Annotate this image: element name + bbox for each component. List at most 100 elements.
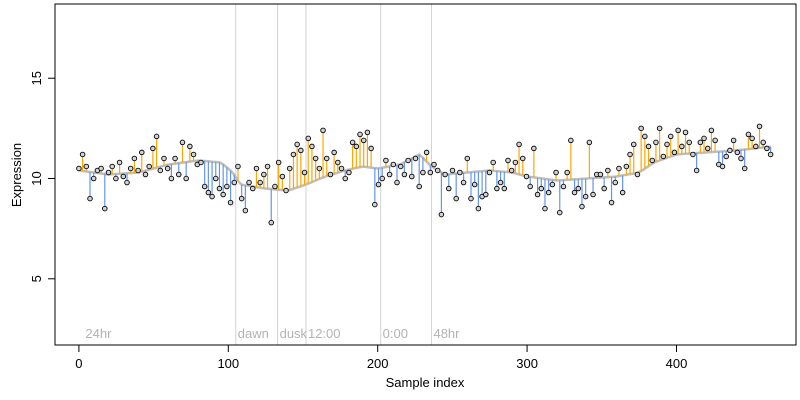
data-point (224, 183, 230, 190)
data-point (738, 155, 744, 162)
data-point (394, 179, 400, 186)
data-point (471, 181, 478, 188)
data-point (331, 149, 337, 156)
data-point (601, 185, 607, 192)
data-point (597, 171, 604, 178)
data-point (90, 175, 97, 182)
data-point (139, 149, 145, 156)
x-tick-label: 400 (666, 356, 688, 371)
data-point (483, 191, 489, 198)
data-point (560, 183, 567, 190)
data-point (368, 145, 374, 152)
data-point (619, 189, 626, 196)
data-point (116, 159, 123, 166)
data-point (183, 175, 189, 182)
data-point (109, 163, 115, 170)
data-point (83, 163, 90, 170)
data-point (423, 149, 430, 156)
data-point (142, 171, 149, 178)
y-tick-label: 15 (29, 71, 44, 85)
data-point (520, 155, 526, 162)
data-point (309, 143, 315, 150)
data-point (286, 165, 293, 172)
data-point (253, 165, 260, 172)
data-point (131, 155, 138, 162)
data-point (512, 159, 519, 166)
data-points (76, 123, 774, 226)
data-point (360, 137, 367, 144)
data-point (730, 137, 737, 144)
data-point (723, 153, 729, 160)
data-point (238, 195, 245, 202)
data-point (616, 165, 622, 172)
data-point (220, 191, 226, 198)
y-tick-label: 10 (29, 171, 44, 185)
x-axis: 0 100 200 300 400 (75, 344, 688, 371)
phase-label: dusk (280, 326, 308, 341)
data-point (690, 151, 696, 158)
x-tick-label: 100 (217, 356, 239, 371)
data-point (146, 163, 152, 170)
data-point (760, 139, 766, 146)
data-point (190, 151, 197, 158)
data-point (416, 183, 422, 190)
data-point (582, 193, 589, 200)
data-point (756, 123, 763, 130)
data-point (568, 137, 574, 144)
data-point (98, 165, 104, 172)
data-point (294, 141, 300, 148)
data-point (745, 131, 752, 138)
data-point (557, 209, 563, 216)
data-point (671, 149, 678, 156)
data-point (704, 145, 711, 152)
data-point (335, 159, 341, 166)
data-point (612, 179, 618, 186)
data-point (213, 175, 219, 182)
data-point (701, 135, 707, 142)
data-point (242, 207, 249, 214)
data-point (649, 157, 655, 164)
data-point (523, 173, 530, 180)
data-point (553, 169, 559, 176)
data-point (346, 169, 352, 176)
data-point (401, 171, 408, 178)
data-point (542, 205, 548, 212)
data-point (664, 141, 670, 148)
data-point (534, 191, 541, 198)
data-point (168, 175, 175, 182)
data-point (386, 171, 393, 178)
x-tick-label: 200 (367, 356, 389, 371)
data-point (153, 133, 160, 140)
data-point (261, 171, 267, 178)
data-point (549, 181, 556, 188)
data-point (372, 201, 378, 208)
data-point (431, 161, 437, 168)
data-point (575, 185, 582, 192)
data-point (127, 165, 134, 172)
data-point (105, 169, 112, 176)
data-point (390, 161, 397, 168)
phase-label: 48hr (433, 326, 460, 341)
data-point (375, 181, 382, 188)
data-point (298, 147, 304, 154)
data-point (660, 153, 667, 160)
data-point (727, 147, 733, 154)
data-point (516, 141, 522, 148)
data-point (464, 155, 471, 162)
data-point (642, 133, 648, 140)
data-point (490, 159, 496, 166)
y-tick-label: 5 (29, 275, 44, 282)
data-point (157, 167, 164, 174)
data-point (427, 169, 434, 176)
data-point (379, 175, 385, 182)
data-point (397, 163, 404, 170)
data-point (590, 191, 596, 198)
data-point (679, 143, 685, 150)
data-point (357, 131, 363, 138)
data-point (653, 139, 659, 146)
data-point (124, 179, 130, 186)
data-point (468, 195, 474, 202)
data-point (697, 139, 704, 146)
